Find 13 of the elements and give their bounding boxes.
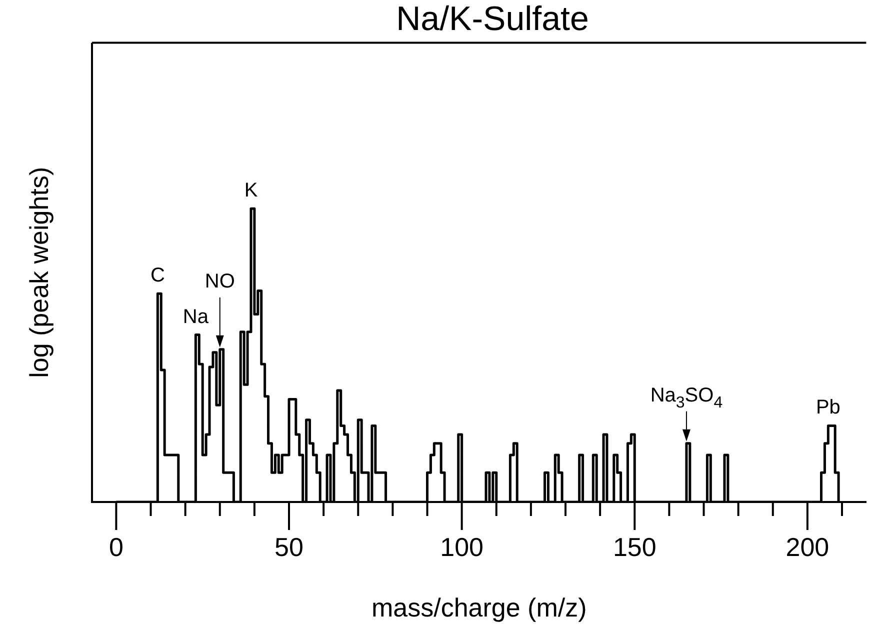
annotation: K xyxy=(244,180,258,202)
annotation: Pb xyxy=(816,396,840,419)
annotation: C xyxy=(150,264,165,287)
chart-title: Na/K-Sulfate xyxy=(396,0,589,38)
x-tick-label: 150 xyxy=(612,532,656,562)
x-axis-title: mass/charge (m/z) xyxy=(371,592,587,623)
x-tick-label: 0 xyxy=(108,532,124,562)
x-tick-label: 50 xyxy=(274,532,304,562)
y-axis-title: log (peak weights) xyxy=(24,166,54,378)
x-tick-label: 100 xyxy=(440,532,484,562)
annotation: NO xyxy=(204,270,235,292)
x-tick-label: 200 xyxy=(786,532,830,562)
annotation: Na xyxy=(182,306,210,328)
